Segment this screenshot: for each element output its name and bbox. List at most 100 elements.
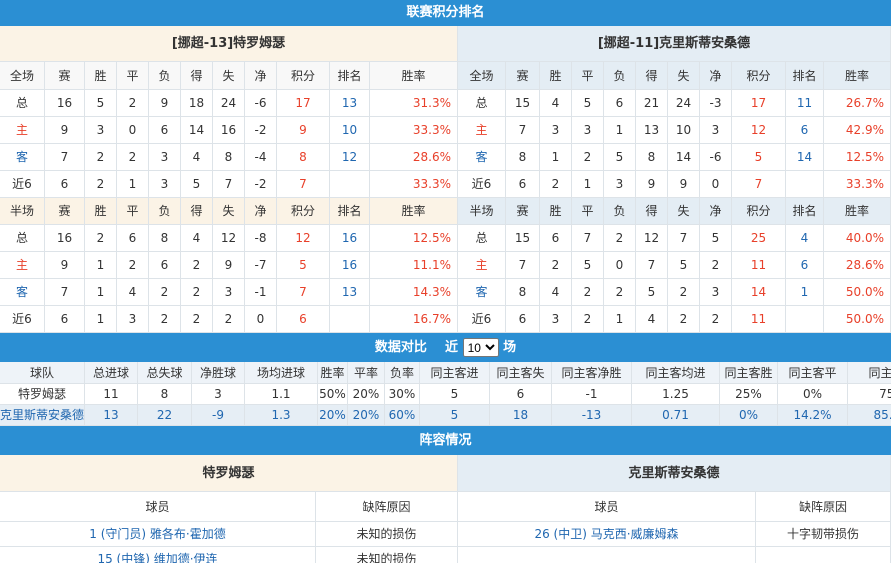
table-cell [330,171,370,198]
table-cell: -3 [700,90,732,117]
table-cell: 2 [117,252,149,279]
compare-cell: 3 [192,384,245,405]
compare-cell: 0% [720,405,778,426]
table-cell: 12 [732,117,786,144]
table-cell: 25 [732,225,786,252]
compare-cell: 1.1 [245,384,318,405]
table-cell: 28.6% [824,252,891,279]
table-cell: 主 [0,117,45,144]
column-header: 净 [700,198,732,225]
compare-cell: 20% [348,405,385,426]
column-header: 半场 [0,198,45,225]
table-cell: 16 [330,225,370,252]
lineup-title: 阵容情况 [0,426,891,455]
table-cell: 2 [85,144,117,171]
table-cell: 4 [181,144,213,171]
table-cell: 42.9% [824,117,891,144]
table-cell: 0 [245,306,277,333]
table-cell: 2 [117,90,149,117]
recent-select[interactable]: 10 [462,338,499,357]
table-cell: 近6 [0,171,45,198]
table-cell: 3 [213,279,245,306]
table-cell: 6 [786,117,824,144]
table-cell: 9 [45,252,85,279]
table-cell: 1 [786,279,824,306]
table-cell: 8 [213,144,245,171]
compare-bar: 数据对比 近 10 场 [0,333,891,362]
table-cell: 2 [540,252,572,279]
table-cell: 9 [45,117,85,144]
table-cell: 2 [85,171,117,198]
table-cell: 3 [85,117,117,144]
column-header: 负 [604,62,636,90]
table-cell: 0 [604,252,636,279]
column-header: 平 [572,62,604,90]
table-cell: 14 [786,144,824,171]
column-header: 排名 [786,198,824,225]
player-name [458,547,756,563]
table-cell: 2 [572,306,604,333]
compare-cell: 11 [85,384,138,405]
table-cell: 2 [668,306,700,333]
table-cell: 12 [277,225,330,252]
table-cell: -6 [245,90,277,117]
column-header: 赛 [45,198,85,225]
compare-header: 同主客净胜 [552,362,632,384]
table-cell: 9 [277,117,330,144]
compare-cell: -1 [552,384,632,405]
table-cell: 主 [458,252,506,279]
table-cell: 2 [700,306,732,333]
compare-cell: 14.2% [778,405,848,426]
table-cell: 7 [277,171,330,198]
table-cell: 14 [732,279,786,306]
lineup-header: 缺阵原因 [756,492,891,522]
column-header: 排名 [786,62,824,90]
table-cell: 总 [0,90,45,117]
table-cell [330,306,370,333]
column-header: 赛 [45,62,85,90]
table-cell: 6 [506,171,540,198]
column-header: 平 [572,198,604,225]
compare-header: 球队 [0,362,85,384]
table-cell: 9 [213,252,245,279]
table-cell: 总 [458,90,506,117]
compare-cell: 0.71 [632,405,720,426]
lineup-header: 球员 [458,492,756,522]
table-cell: 1 [572,171,604,198]
compare-header: 场均进球 [245,362,318,384]
table-cell: 3 [540,117,572,144]
table-cell: 12 [636,225,668,252]
table-cell: 7 [213,171,245,198]
section-title: 联赛积分排名 [0,0,891,26]
player-name: 26 (中卫) 马克西·威廉姆森 [458,522,756,547]
compare-header: 总进球 [85,362,138,384]
column-header: 负 [604,198,636,225]
table-cell: 1 [604,117,636,144]
column-header: 平 [117,62,149,90]
column-header: 胜 [540,198,572,225]
lineup-header: 球员 [0,492,316,522]
compare-cell: 5 [420,384,490,405]
table-cell: 6 [277,306,330,333]
table-cell: 14 [668,144,700,171]
table-cell: 11 [732,252,786,279]
table-cell: 2 [149,279,181,306]
absence-reason [756,547,891,563]
table-cell: -2 [245,171,277,198]
column-header: 积分 [732,198,786,225]
table-cell: 0 [117,117,149,144]
column-header: 胜 [540,62,572,90]
table-cell: 6 [149,252,181,279]
column-header: 净 [245,198,277,225]
column-header: 失 [668,198,700,225]
compare-header: 同主客均进 [632,362,720,384]
table-cell: 12 [330,144,370,171]
compare-cell: 50% [318,384,348,405]
table-cell: 11 [786,90,824,117]
table-cell: 28.6% [370,144,458,171]
table-cell: 26.7% [824,90,891,117]
column-header: 净 [245,62,277,90]
table-cell: -2 [245,117,277,144]
compare-header: 胜率 [318,362,348,384]
table-cell: 4 [540,279,572,306]
